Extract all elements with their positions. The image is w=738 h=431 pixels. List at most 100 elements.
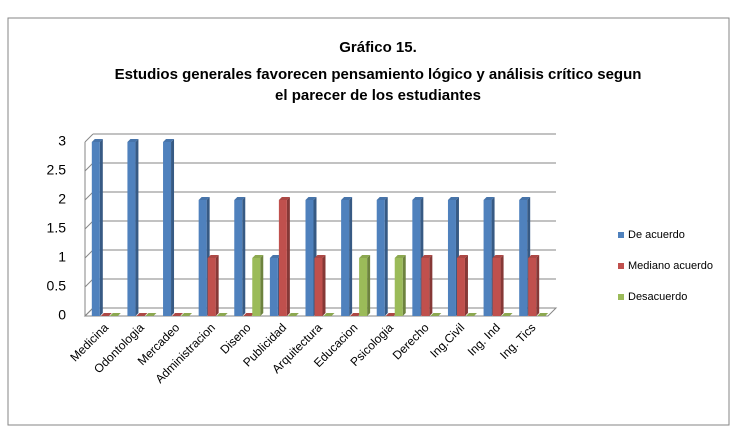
bar-top — [421, 255, 433, 258]
bar-top — [145, 313, 157, 316]
bar — [421, 258, 430, 316]
legend-label: De acuerdo — [628, 229, 685, 241]
bar-top — [465, 313, 477, 316]
bar-top — [243, 313, 255, 316]
bar-side — [135, 139, 139, 316]
bar-side — [215, 255, 219, 316]
bar-side — [464, 255, 468, 316]
bar — [269, 258, 278, 316]
bar-side — [384, 197, 388, 316]
bar-top — [305, 197, 317, 200]
bar — [519, 200, 528, 316]
bar — [447, 200, 456, 316]
y-tick-label: 3 — [58, 133, 66, 149]
bar-top — [269, 255, 281, 258]
bar-side — [99, 139, 103, 316]
bar-top — [385, 313, 397, 316]
bar-side — [260, 255, 264, 316]
legend-swatch — [618, 263, 624, 269]
bar-top — [216, 313, 228, 316]
bar — [207, 258, 216, 316]
grid-line-side — [84, 220, 94, 230]
bar-top — [136, 313, 148, 316]
grid-line-side — [84, 249, 94, 259]
y-tick-label: 1.5 — [47, 220, 67, 236]
bar-side — [429, 255, 433, 316]
bar-top — [341, 197, 353, 200]
legend-label: Desacuerdo — [628, 291, 687, 303]
bar — [127, 142, 136, 316]
y-tick-label: 1 — [58, 249, 66, 265]
bar-top — [181, 313, 193, 316]
bar-top — [314, 255, 326, 258]
bar-top — [447, 197, 459, 200]
bar — [198, 200, 207, 316]
bar-top — [394, 255, 406, 258]
grid-line-side — [84, 191, 94, 201]
chart-subtitle: el parecer de los estudiantes — [275, 87, 481, 104]
bar-top — [376, 197, 388, 200]
bar — [483, 200, 492, 316]
bar-top — [456, 255, 468, 258]
bar-top — [207, 255, 219, 258]
legend-swatch — [618, 232, 624, 238]
bar-top — [528, 255, 540, 258]
bar — [376, 200, 385, 316]
bar — [234, 200, 243, 316]
bar-top — [412, 197, 424, 200]
bar-top — [100, 313, 112, 316]
bar — [305, 200, 314, 316]
bar-side — [402, 255, 406, 316]
bar-top — [359, 255, 371, 258]
y-tick-label: 0.5 — [47, 278, 67, 294]
bar — [359, 258, 368, 316]
bar — [278, 200, 287, 316]
bar-top — [198, 197, 210, 200]
bar-top — [252, 255, 264, 258]
bar-top — [430, 313, 442, 316]
bar — [412, 200, 421, 316]
bar-top — [287, 313, 299, 316]
bar-side — [171, 139, 175, 316]
bar-side — [500, 255, 504, 316]
bar — [91, 142, 100, 316]
grid-line-side — [84, 162, 94, 172]
bar-top — [492, 255, 504, 258]
bar — [456, 258, 465, 316]
legend-label: Mediano acuerdo — [628, 260, 713, 272]
bar — [492, 258, 501, 316]
bar-top — [537, 313, 549, 316]
chart-subtitle: Estudios generales favorecen pensamiento… — [115, 66, 642, 83]
bar — [314, 258, 323, 316]
bar-top — [350, 313, 362, 316]
y-tick-label: 0 — [58, 307, 66, 323]
bar-top — [278, 197, 290, 200]
bar-top — [127, 139, 139, 142]
bar-top — [91, 139, 103, 142]
bar-top — [234, 197, 246, 200]
bar-top — [483, 197, 495, 200]
bar-side — [536, 255, 540, 316]
bar-side — [242, 197, 246, 316]
bar-top — [109, 313, 121, 316]
bar-top — [519, 197, 531, 200]
y-tick-label: 2 — [58, 191, 66, 207]
bar-side — [322, 255, 326, 316]
bar-side — [286, 197, 290, 316]
grid-line-side — [84, 133, 94, 143]
bar — [163, 142, 172, 316]
bar-top — [172, 313, 184, 316]
bar — [528, 258, 537, 316]
bar-top — [323, 313, 335, 316]
bar-side — [367, 255, 371, 316]
bar — [341, 200, 350, 316]
bar-side — [349, 197, 353, 316]
bar — [394, 258, 403, 316]
bar — [252, 258, 261, 316]
grid-line-side — [84, 278, 94, 288]
grid-line-side — [84, 307, 94, 317]
bar-top — [163, 139, 175, 142]
y-tick-label: 2.5 — [47, 162, 67, 178]
legend-swatch — [618, 294, 624, 300]
